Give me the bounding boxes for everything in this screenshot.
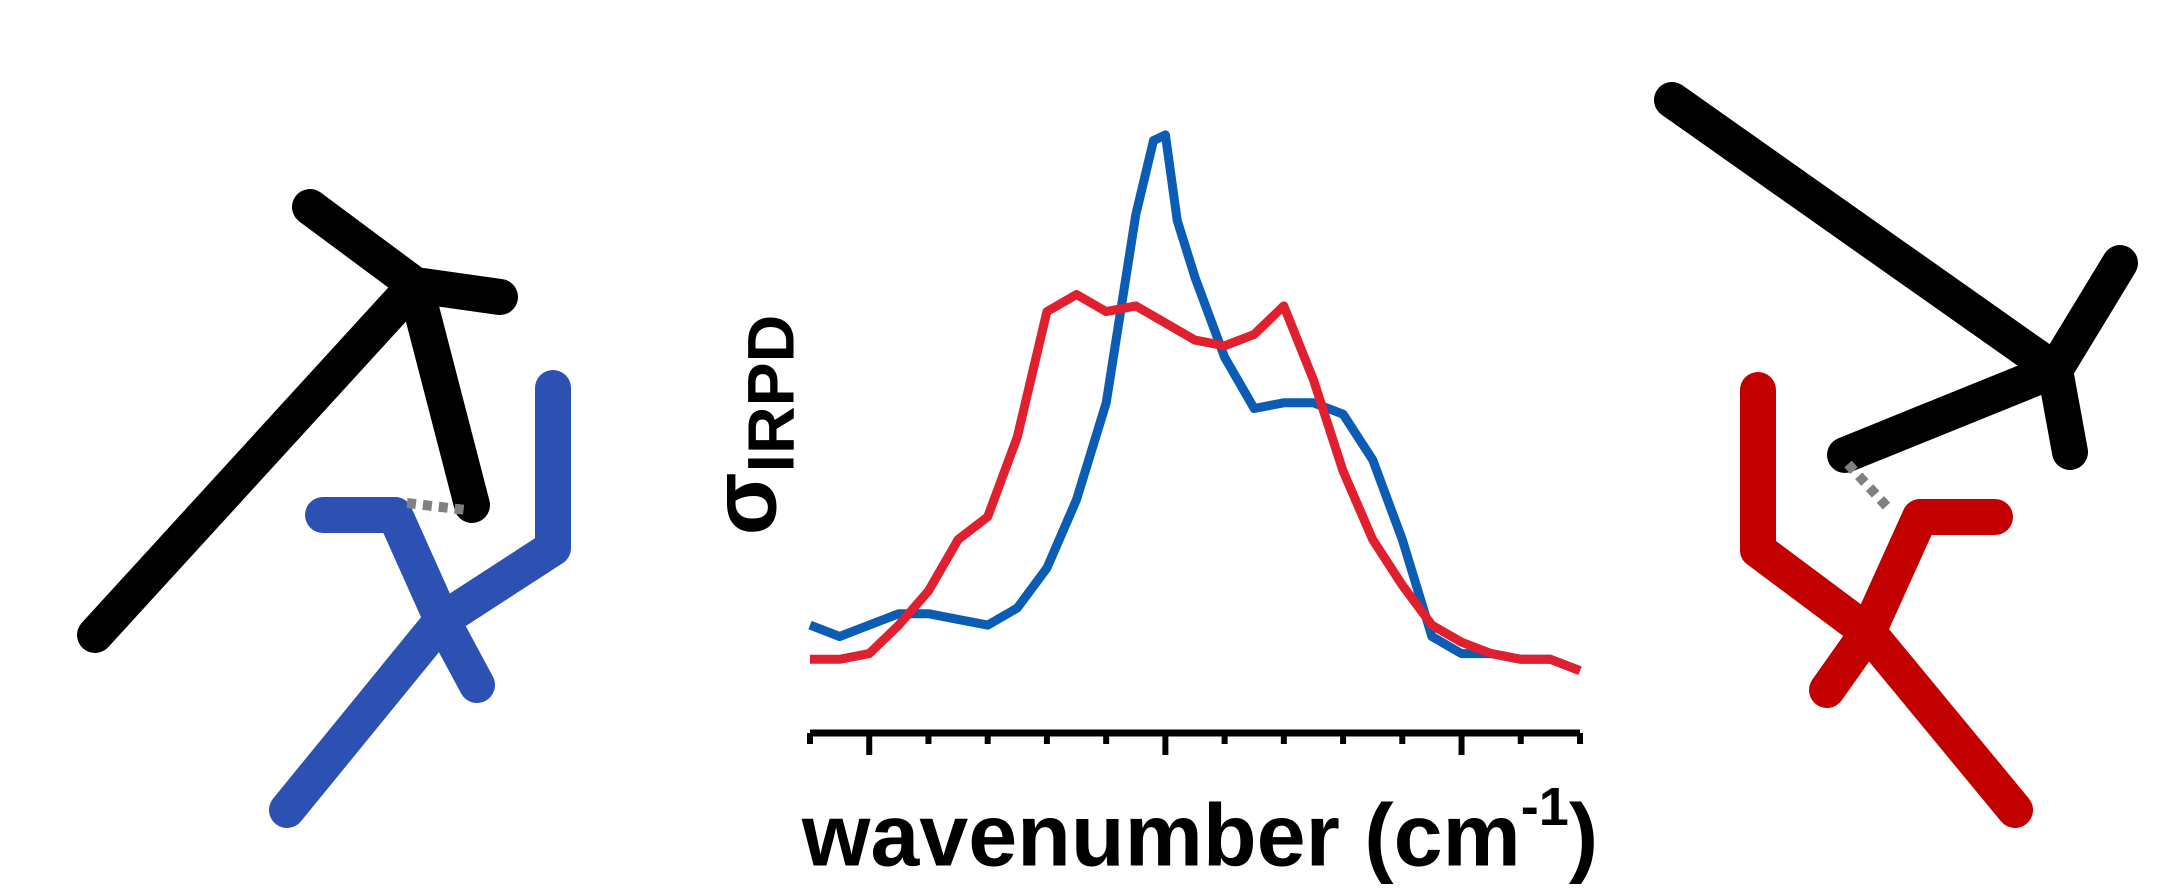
right-black-backbone — [1654, 82, 2073, 388]
left-blue-backbone — [269, 370, 571, 828]
series-line-1 — [808, 130, 1582, 675]
right-red-branch — [1809, 499, 2013, 708]
right-hydrogen-bond — [1844, 460, 1894, 514]
left-black-backbone — [77, 267, 433, 653]
x-axis-unit-exponent: -1 — [1520, 777, 1569, 837]
x-axis-title: wavenumber — [801, 785, 1340, 885]
x-axis-unit-suffix: ) — [1568, 785, 1599, 885]
left-hydrogen-bond — [406, 498, 467, 515]
y-axis-symbol: σ — [693, 472, 796, 536]
right-black-arm — [2037, 352, 2088, 470]
x-axis-label: wavenumber (cm-1) — [790, 780, 1610, 879]
plot-area — [807, 130, 1583, 755]
left-black-arm — [397, 267, 490, 523]
y-axis-subscript: IRPD — [733, 314, 808, 473]
right-red-backbone — [1740, 372, 2033, 828]
molecule-drawings — [77, 82, 2138, 828]
x-axis-unit-prefix: (cm — [1364, 785, 1521, 885]
left-blue-branch — [305, 497, 495, 703]
series-line-2 — [810, 290, 1582, 675]
y-axis-label: σIRPD — [694, 290, 808, 560]
